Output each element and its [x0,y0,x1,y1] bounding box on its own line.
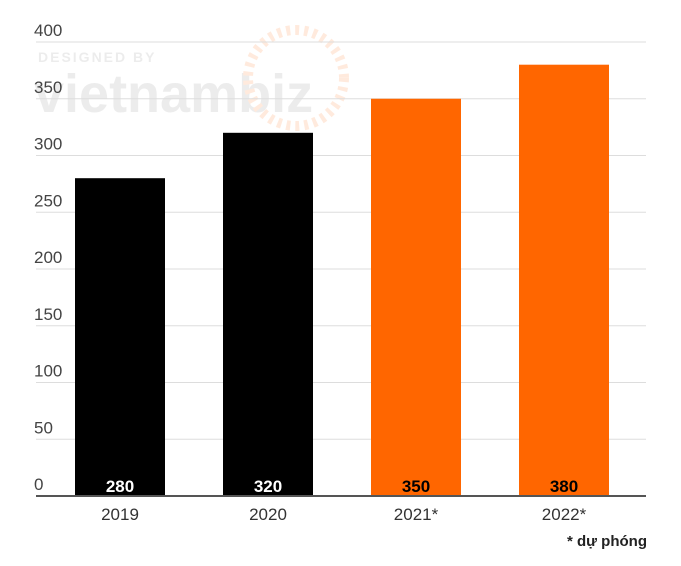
watermark-top-text: DESIGNED BY [38,49,156,65]
x-category-label-2019: 2019 [101,505,139,524]
bar-value-labels: 280 320 350 380 [106,477,578,496]
x-category-label-2021*: 2021* [394,505,439,524]
x-axis-categories: 2019 2020 2021* 2022* [101,505,587,524]
bar-2021* [371,98,461,496]
bar-value-label-2021*: 350 [402,477,430,496]
bar-2020 [223,132,313,497]
y-tick-label-400: 400 [34,21,62,40]
bar-value-label-2019: 280 [106,477,134,496]
y-axis-ticks: 0 50 100 150 200 250 300 350 400 [34,21,62,494]
bars [75,64,609,497]
y-tick-label-250: 250 [34,191,62,210]
watermark-logo-ring [243,25,349,131]
y-tick-label-50: 50 [34,418,53,437]
bar-2022* [519,64,609,496]
y-tick-label-100: 100 [34,362,62,381]
y-tick-label-150: 150 [34,305,62,324]
footnote: * dự phóng [566,533,647,550]
bar-2019 [75,178,165,496]
bar-value-label-2022*: 380 [550,477,578,496]
x-category-label-2022*: 2022* [542,505,587,524]
bar-value-label-2020: 320 [254,477,282,496]
watermark-brand-text: vietnambiz [34,64,313,124]
y-tick-label-350: 350 [34,78,62,97]
y-tick-label-300: 300 [34,135,62,154]
x-category-label-2020: 2020 [249,505,287,524]
y-tick-label-200: 200 [34,248,62,267]
watermark: DESIGNED BY vietnambiz [34,25,349,131]
y-tick-label-0: 0 [34,475,43,494]
